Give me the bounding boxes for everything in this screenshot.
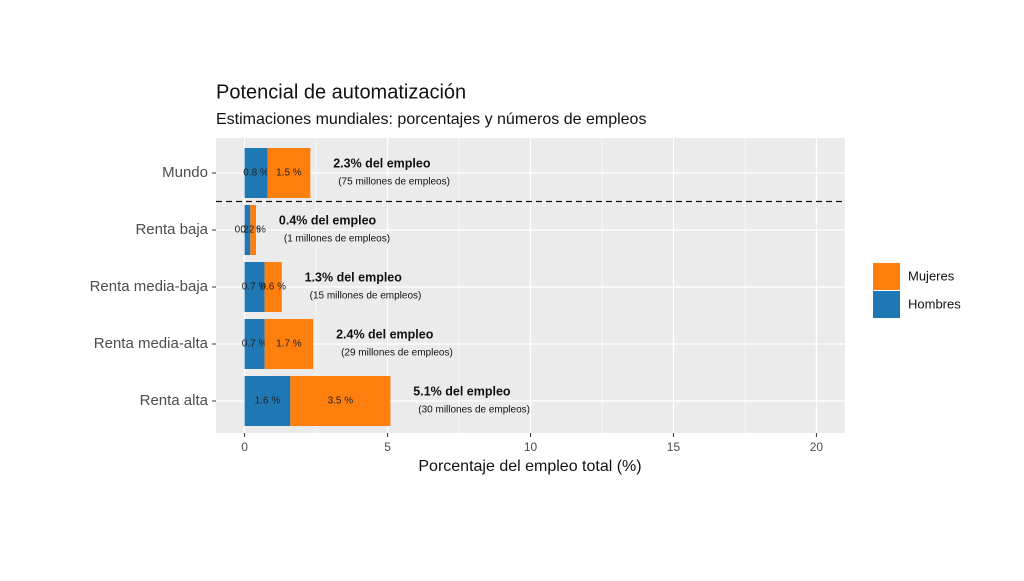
chart-title: Potencial de automatización	[216, 81, 466, 103]
y-tick-label: Renta baja	[135, 221, 208, 238]
annotation-detail: (29 millones de empleos)	[341, 348, 453, 359]
x-tick-label: 10	[524, 440, 538, 454]
x-axis-label: Porcentaje del empleo total (%)	[418, 458, 641, 475]
legend-label: Mujeres	[908, 268, 955, 283]
legend-key	[873, 263, 900, 290]
value-label: 3.5 %	[328, 396, 354, 407]
value-label: 0.2 %	[235, 225, 261, 236]
y-tick-label: Renta media-baja	[90, 278, 209, 295]
bar	[244, 262, 265, 312]
y-tick-label: Renta media-alta	[94, 335, 209, 352]
annotation-detail: (15 millones de empleos)	[310, 291, 422, 302]
annotation-detail: (1 millones de empleos)	[284, 234, 390, 245]
bar	[290, 376, 391, 426]
chart-subtitle: Estimaciones mundiales: porcentajes y nú…	[216, 111, 646, 128]
annotation: 0.4% del empleo	[279, 213, 377, 227]
bar	[244, 319, 265, 369]
x-tick-label: 15	[667, 440, 681, 454]
x-tick-label: 5	[384, 440, 391, 454]
bar	[267, 148, 311, 198]
y-tick-label: Mundo	[162, 164, 208, 181]
value-label: 0.2 %	[240, 225, 266, 236]
annotation: 2.4% del empleo	[336, 327, 434, 341]
bar	[244, 148, 268, 198]
value-label: 1.7 %	[276, 339, 302, 350]
legend-label: Hombres	[908, 296, 961, 311]
annotation: 1.3% del empleo	[305, 270, 403, 284]
value-label: 0.6 %	[260, 282, 286, 293]
value-label: 0.8 %	[243, 168, 269, 179]
annotation-detail: (75 millones de empleos)	[338, 177, 450, 188]
annotation: 2.3% del empleo	[333, 156, 431, 170]
y-tick-label: Renta alta	[140, 392, 209, 409]
value-label: 1.6 %	[255, 396, 281, 407]
bar	[264, 262, 282, 312]
x-tick-label: 0	[241, 440, 248, 454]
value-label: 0.7 %	[242, 282, 268, 293]
legend-key	[873, 291, 900, 318]
annotation-detail: (30 millones de empleos)	[418, 405, 530, 416]
bar	[250, 205, 257, 255]
annotation: 5.1% del empleo	[413, 384, 511, 398]
bar	[244, 205, 251, 255]
bar	[264, 319, 314, 369]
value-label: 1.5 %	[276, 168, 302, 179]
bar	[244, 376, 291, 426]
x-tick-label: 20	[810, 440, 824, 454]
value-label: 0.7 %	[242, 339, 268, 350]
